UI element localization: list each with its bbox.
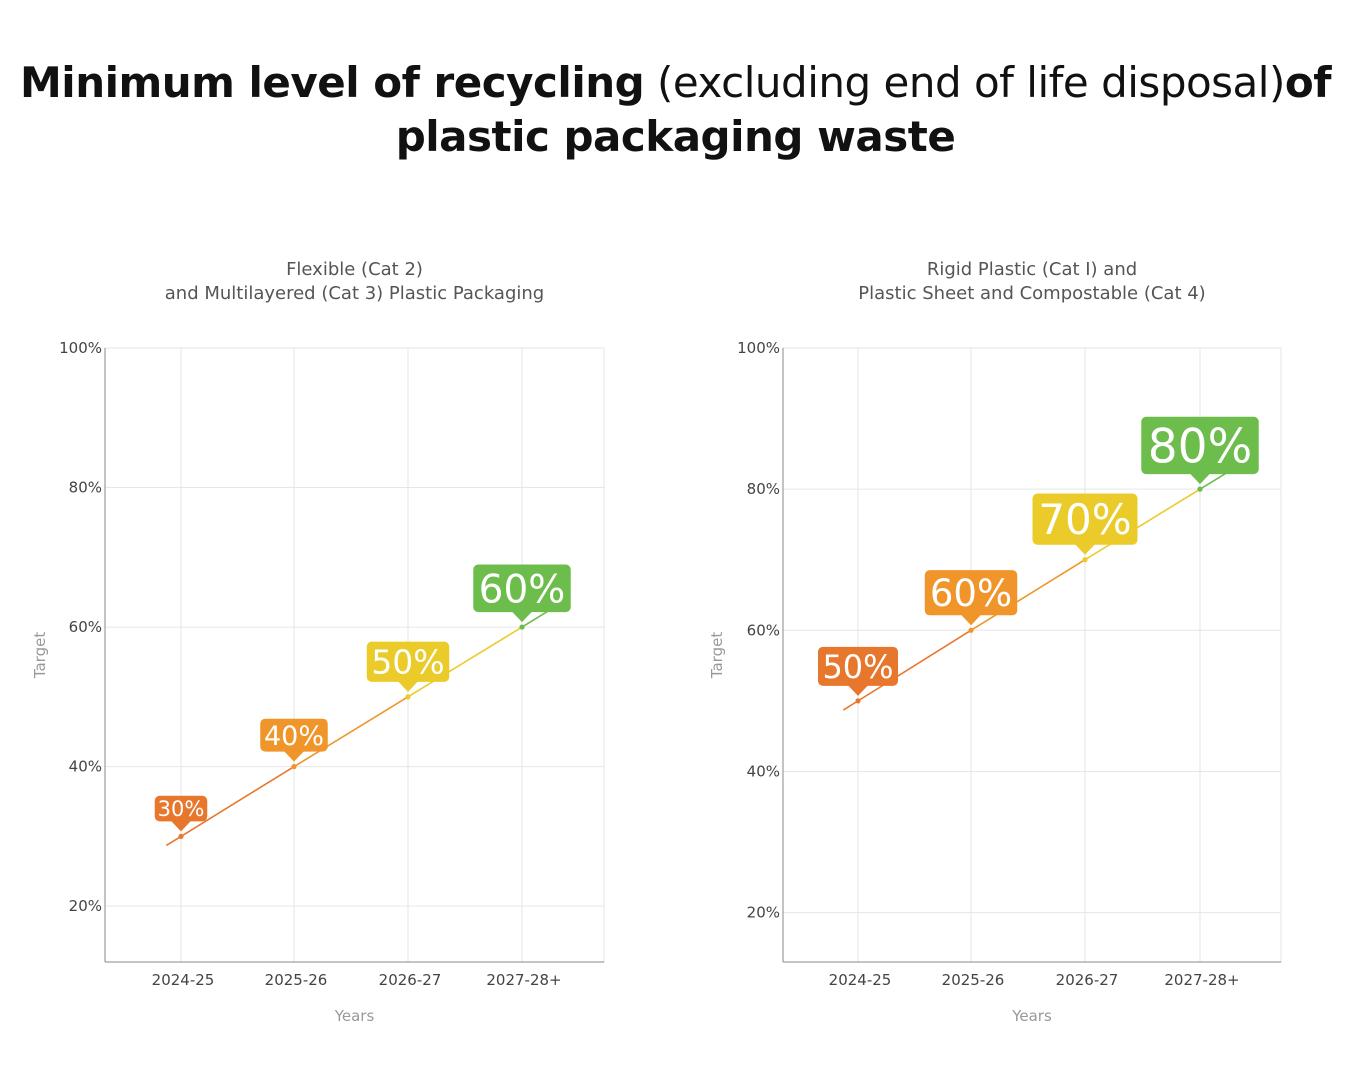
value-badge-box [818, 646, 898, 686]
x-tick-label: 2025-26 [942, 971, 1005, 989]
y-axis-label: Target [31, 632, 49, 680]
y-tick-label: 100% [737, 339, 780, 357]
y-tick-label: 60% [69, 618, 102, 636]
y-tick-label: 20% [69, 897, 102, 915]
value-label: 40% [264, 721, 324, 752]
value-label: 70% [1038, 495, 1131, 544]
value-badge: 80% [1141, 416, 1259, 485]
value-badge-box [1141, 416, 1259, 475]
chart-title: Minimum level of recycling (excluding en… [0, 56, 1351, 164]
value-badge: 40% [260, 718, 328, 762]
data-point [291, 764, 297, 770]
value-badge: 30% [154, 795, 208, 832]
x-tick-label: 2025-26 [265, 971, 328, 989]
plot-frame [104, 347, 605, 963]
value-badge: 60% [924, 570, 1018, 626]
value-badge-box [473, 564, 571, 613]
y-tick-label: 60% [747, 621, 780, 639]
value-badge-pointer [848, 685, 868, 696]
value-badge-pointer [1075, 544, 1095, 555]
value-badge: 50% [366, 641, 450, 692]
value-badge-pointer [398, 681, 418, 692]
chart-2: Rigid Plastic (Cat I) and Plastic Sheet a… [708, 259, 1282, 1025]
trend-line-segment [165, 835, 182, 847]
value-label: 50% [371, 643, 444, 682]
value-badge-box [260, 718, 328, 752]
value-label: 50% [822, 648, 893, 686]
trend-line-segment [180, 765, 295, 838]
value-label: 60% [479, 567, 566, 612]
value-badge-box [1032, 493, 1138, 545]
value-badge-pointer [961, 614, 981, 626]
value-badge-box [924, 570, 1018, 616]
title-part-regular: (excluding end of life disposal) [657, 58, 1285, 107]
x-axis-label: Years [334, 1007, 375, 1025]
data-point [855, 698, 861, 704]
chart-subtitle-line: Rigid Plastic (Cat I) and [927, 259, 1137, 280]
trend-line-segment [293, 696, 409, 768]
x-tick-label: 2026-27 [379, 971, 442, 989]
x-axis-label: Years [1011, 1007, 1052, 1025]
x-tick-label: 2026-27 [1056, 971, 1119, 989]
value-badge: 50% [818, 646, 898, 696]
y-tick-label: 40% [69, 758, 102, 776]
y-tick-label: 40% [747, 762, 780, 780]
value-label: 30% [158, 797, 205, 821]
value-badge-pointer [512, 611, 532, 623]
data-point [405, 694, 411, 700]
x-tick-label: 2024-25 [829, 971, 892, 989]
value-badge: 60% [473, 564, 571, 623]
x-tick-label: 2027-28+ [486, 971, 561, 989]
y-tick-label: 80% [69, 479, 102, 497]
value-badge-box [366, 641, 450, 682]
title-part-bold-2: of plastic packaging waste [395, 58, 1332, 161]
y-axis-label: Target [708, 632, 726, 680]
value-badge-pointer [171, 820, 191, 832]
trend-line-segment [407, 626, 523, 698]
data-point [519, 624, 525, 630]
trend-line-segment [857, 629, 972, 702]
trend-line-segment [970, 559, 1086, 631]
x-tick-label: 2024-25 [152, 971, 215, 989]
y-tick-label: 100% [59, 339, 102, 357]
data-point [178, 833, 184, 840]
chart-1: Flexible (Cat 2) and Multilayered (Cat 3)… [31, 259, 605, 1025]
value-badge: 70% [1032, 493, 1138, 555]
chart-subtitle-line: and Multilayered (Cat 3) Plastic Packagi… [165, 283, 544, 304]
y-tick-label: 20% [747, 904, 780, 922]
value-badge-pointer [1190, 473, 1210, 485]
trend-line-segment [842, 700, 859, 711]
data-point [1082, 557, 1088, 563]
data-point [1197, 486, 1203, 492]
value-badge-box [154, 795, 208, 822]
chart-subtitle-line: Plastic Sheet and Compostable (Cat 4) [858, 283, 1205, 304]
chart-subtitle-line: Flexible (Cat 2) [286, 259, 423, 280]
title-part-bold-1: Minimum level of recycling [20, 58, 645, 107]
y-tick-label: 80% [747, 480, 780, 498]
value-badge-pointer [284, 751, 304, 762]
value-label: 60% [930, 572, 1012, 615]
value-label: 80% [1148, 419, 1252, 474]
data-point [968, 627, 974, 633]
x-tick-label: 2027-28+ [1164, 971, 1239, 989]
trend-line-segment [1084, 488, 1201, 561]
